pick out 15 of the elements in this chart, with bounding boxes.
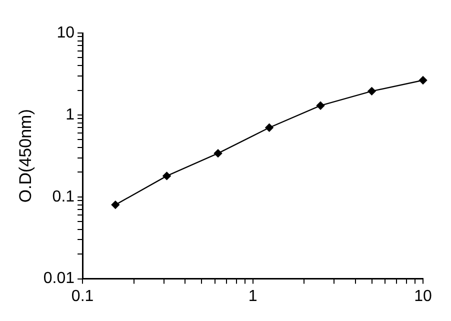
- y-axis-title: O.D(450nm): [16, 109, 35, 203]
- point: [265, 124, 274, 132]
- x-tick-label: 0.1: [71, 288, 94, 305]
- y-tick-label: 1: [66, 106, 75, 124]
- point: [162, 172, 171, 180]
- point: [418, 76, 428, 84]
- x-tick-label: 1: [248, 288, 258, 305]
- point: [368, 87, 376, 96]
- point: [111, 200, 120, 209]
- y-tick-label: 0.1: [52, 188, 75, 206]
- x-tick-label: 10: [414, 288, 432, 305]
- y-tick-label: 0.01: [43, 270, 75, 288]
- point: [316, 102, 325, 110]
- point: [214, 149, 222, 158]
- y-tick-label: 10: [56, 24, 75, 42]
